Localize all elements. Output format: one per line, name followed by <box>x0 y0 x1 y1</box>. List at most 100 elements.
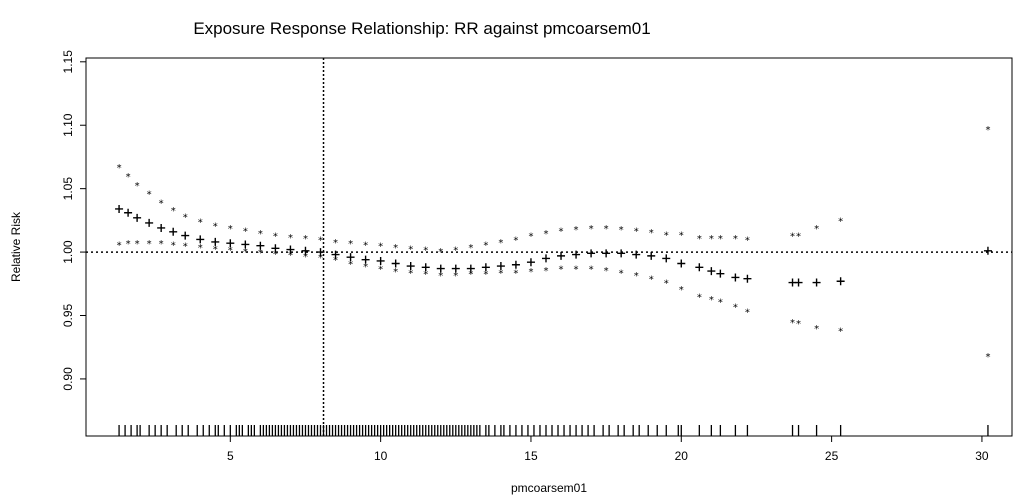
star-point: * <box>135 239 140 250</box>
star-point: * <box>745 308 750 319</box>
plus-point <box>226 239 235 248</box>
star-point: * <box>318 253 323 264</box>
plus-point <box>169 227 178 236</box>
star-point: * <box>796 232 801 243</box>
plus-point <box>241 240 250 249</box>
star-point: * <box>438 247 443 258</box>
plus-point <box>316 248 325 257</box>
star-point: * <box>243 227 248 238</box>
x-tick-label: 15 <box>524 449 538 463</box>
plus-point <box>647 251 656 260</box>
plus-point <box>196 235 205 244</box>
star-point: * <box>171 240 176 251</box>
star-point: * <box>513 235 518 246</box>
star-point: * <box>303 234 308 245</box>
star-point: * <box>574 225 579 236</box>
star-point: * <box>159 239 164 250</box>
plus-point <box>391 259 400 268</box>
plus-point <box>145 218 154 227</box>
star-point: * <box>604 266 609 277</box>
star-point: * <box>589 224 594 235</box>
plus-point <box>541 254 550 263</box>
star-point: * <box>634 227 639 238</box>
plus-point <box>677 259 686 268</box>
star-point: * <box>126 239 131 250</box>
series-1 <box>115 204 992 287</box>
star-point: * <box>408 268 413 279</box>
x-tick-label: 30 <box>975 449 989 463</box>
reference-lines <box>86 58 1012 436</box>
plus-point <box>157 223 166 232</box>
star-point: * <box>318 235 323 246</box>
star-point: * <box>574 265 579 276</box>
star-point: * <box>198 218 203 229</box>
star-point: * <box>697 292 702 303</box>
star-point: * <box>838 327 843 338</box>
star-point: * <box>985 125 990 136</box>
star-point: * <box>423 246 428 257</box>
plus-point <box>466 264 475 273</box>
star-point: * <box>543 229 548 240</box>
star-point: * <box>348 259 353 270</box>
star-point: * <box>408 244 413 255</box>
y-tick-label: 0.95 <box>61 303 75 327</box>
star-point: * <box>453 271 458 282</box>
plus-point <box>662 254 671 263</box>
plus-point <box>632 250 641 259</box>
star-point: * <box>468 243 473 254</box>
star-point: * <box>679 230 684 241</box>
plus-point <box>436 264 445 273</box>
star-point: * <box>363 240 368 251</box>
star-point: * <box>814 324 819 335</box>
star-point: * <box>745 235 750 246</box>
plus-point <box>256 241 265 250</box>
star-point: * <box>303 252 308 263</box>
star-point: * <box>393 267 398 278</box>
star-point: * <box>135 181 140 192</box>
plus-point <box>271 244 280 253</box>
x-tick-label: 20 <box>675 449 689 463</box>
star-point: * <box>273 249 278 260</box>
star-point: * <box>513 268 518 279</box>
plus-point <box>346 253 355 262</box>
star-point: * <box>438 271 443 282</box>
plus-point <box>211 237 220 246</box>
plus-point <box>587 249 596 258</box>
star-point: * <box>453 246 458 257</box>
y-axis-label: Relative Risk <box>9 211 23 282</box>
plus-point <box>602 249 611 258</box>
plus-point <box>115 204 124 213</box>
plus-point <box>526 258 535 267</box>
star-point: * <box>228 246 233 257</box>
star-point: * <box>393 243 398 254</box>
star-point: * <box>213 244 218 255</box>
star-point: * <box>619 225 624 236</box>
x-tick-label: 5 <box>227 449 234 463</box>
star-point: * <box>147 239 152 250</box>
star-point: * <box>709 295 714 306</box>
star-point: * <box>333 256 338 267</box>
y-tick-label: 1.15 <box>61 50 75 74</box>
y-axis: 0.90 0.95 1.00 1.05 1.10 1.15 <box>61 50 86 391</box>
star-point: * <box>273 232 278 243</box>
star-point: * <box>183 213 188 224</box>
star-point: * <box>171 206 176 217</box>
star-point: * <box>258 229 263 240</box>
star-point: * <box>559 227 564 238</box>
star-point: * <box>528 267 533 278</box>
rug-plot <box>118 425 989 436</box>
plus-point <box>181 231 190 240</box>
x-axis-label: pmcoarsem01 <box>511 481 587 495</box>
star-point: * <box>559 265 564 276</box>
series-2: * * * * * * * * * * * * * * * * * * * * * * * * * * * * * * * * * * * * * * * *… <box>117 125 991 258</box>
plus-point <box>511 260 520 269</box>
plus-point <box>124 208 133 217</box>
star-point: * <box>483 270 488 281</box>
star-point: * <box>378 242 383 253</box>
star-point: * <box>733 234 738 245</box>
plus-point <box>794 278 803 287</box>
x-tick-label: 10 <box>374 449 388 463</box>
plus-point <box>331 250 340 259</box>
star-point: * <box>378 265 383 276</box>
star-point: * <box>228 224 233 235</box>
